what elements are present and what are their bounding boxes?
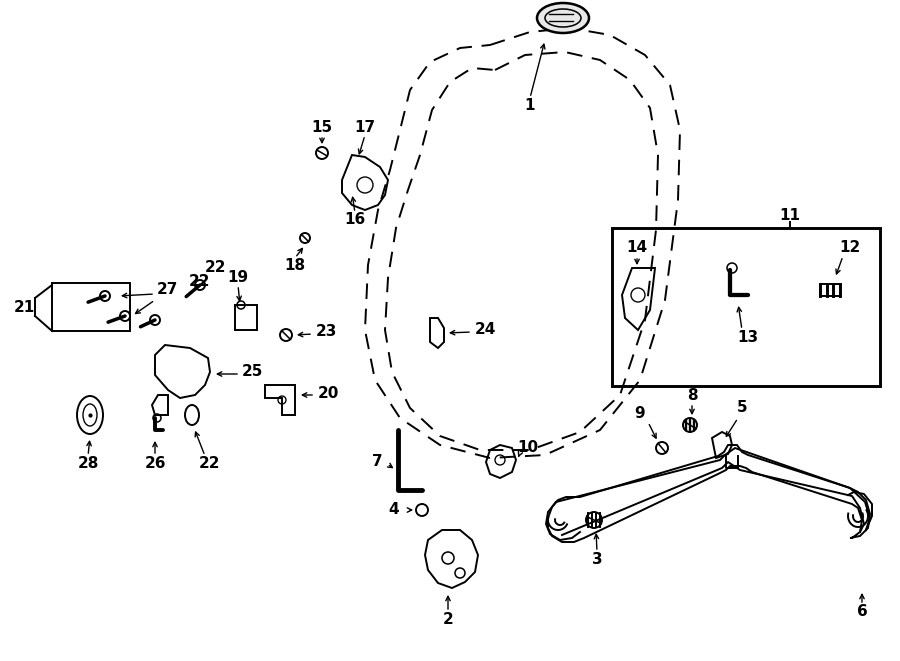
Text: 17: 17 (355, 120, 375, 136)
Text: 15: 15 (311, 120, 333, 136)
Text: 4: 4 (389, 502, 399, 518)
Text: 18: 18 (284, 258, 306, 272)
Text: 8: 8 (687, 387, 698, 403)
Text: 21: 21 (14, 299, 35, 315)
Text: 19: 19 (228, 270, 248, 286)
Text: 28: 28 (77, 455, 99, 471)
Text: 10: 10 (518, 440, 538, 455)
Text: 14: 14 (626, 241, 648, 256)
Text: 23: 23 (316, 325, 338, 340)
Text: 24: 24 (475, 323, 497, 338)
Text: 5: 5 (737, 401, 747, 416)
Text: 20: 20 (318, 385, 339, 401)
Ellipse shape (537, 3, 589, 33)
Text: 11: 11 (779, 208, 800, 223)
Text: 7: 7 (373, 455, 383, 469)
Text: 26: 26 (144, 455, 166, 471)
Text: 2: 2 (443, 613, 454, 627)
Text: 22: 22 (189, 274, 211, 290)
Text: 1: 1 (525, 98, 535, 112)
Text: 22: 22 (204, 260, 226, 276)
Text: 9: 9 (634, 405, 645, 420)
Polygon shape (548, 445, 870, 542)
Text: 25: 25 (242, 364, 264, 379)
Text: 27: 27 (157, 282, 177, 297)
Text: 3: 3 (591, 553, 602, 568)
Text: 22: 22 (199, 455, 220, 471)
Text: 16: 16 (345, 212, 365, 227)
Text: 12: 12 (840, 241, 860, 256)
Text: 13: 13 (737, 330, 759, 346)
Text: 6: 6 (857, 605, 868, 619)
